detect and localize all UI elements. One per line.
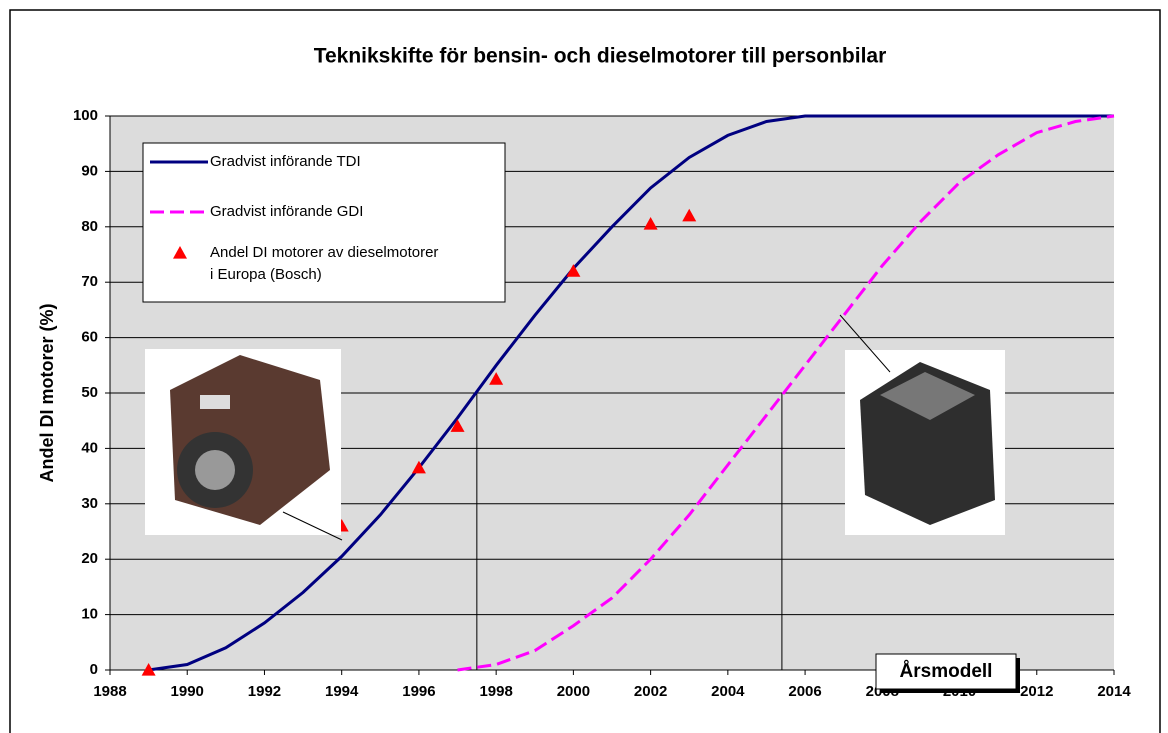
y-tick-label: 30 [81,495,98,512]
y-tick-label: 50 [81,384,98,401]
y-tick-label: 100 [73,107,98,124]
x-tick-label: 2000 [557,683,590,700]
series-line [457,114,1115,672]
connector [839,314,891,373]
data-point [682,208,697,222]
data-point [141,663,156,676]
y-tick-label: 80 [81,218,98,235]
y-axis-label: Andel DI motorer (%) [37,303,57,482]
x-tick-label: 1996 [402,683,435,700]
data-point [566,264,581,277]
legend [142,142,506,303]
annotation: Årsmodell [900,661,993,682]
legend-label: Andel DI motorer av dieselmotorer i Europ… [210,244,438,283]
x-tick-label: 1992 [248,683,281,700]
tdi-engine-image [145,349,341,535]
x-tick-label: 1988 [93,683,126,700]
x-tick-label: 2002 [634,683,667,700]
y-tick-label: 20 [81,550,98,567]
x-tick-label: 2012 [1020,683,1053,700]
y-tick-label: 90 [81,162,98,179]
data-point [411,460,426,474]
data-point [643,217,658,230]
x-tick-label: 2006 [788,683,821,700]
x-tick-label: 1990 [171,683,204,700]
annotation-box [875,653,1017,690]
data-point [489,372,504,385]
gdi-engine-image [845,350,1005,535]
connector [282,511,343,541]
y-tick-label: 40 [81,439,98,456]
y-tick-label: 10 [81,606,98,623]
series-line [148,114,1114,672]
x-tick-label: 2004 [711,683,745,700]
chart-title: Teknikskifte för bensin- och dieselmotor… [314,45,887,68]
legend-marker [173,246,187,259]
y-tick-label: 60 [81,329,98,346]
x-tick-label: 1994 [325,683,359,700]
y-tick-label: 70 [81,273,98,290]
data-point [450,419,465,432]
legend-label: Gradvist införande TDI [210,153,361,170]
y-tick-label: 0 [90,661,98,678]
x-tick-label: 2014 [1097,683,1131,700]
x-tick-label: 1998 [479,683,512,700]
legend-label: Gradvist införande GDI [210,203,363,220]
